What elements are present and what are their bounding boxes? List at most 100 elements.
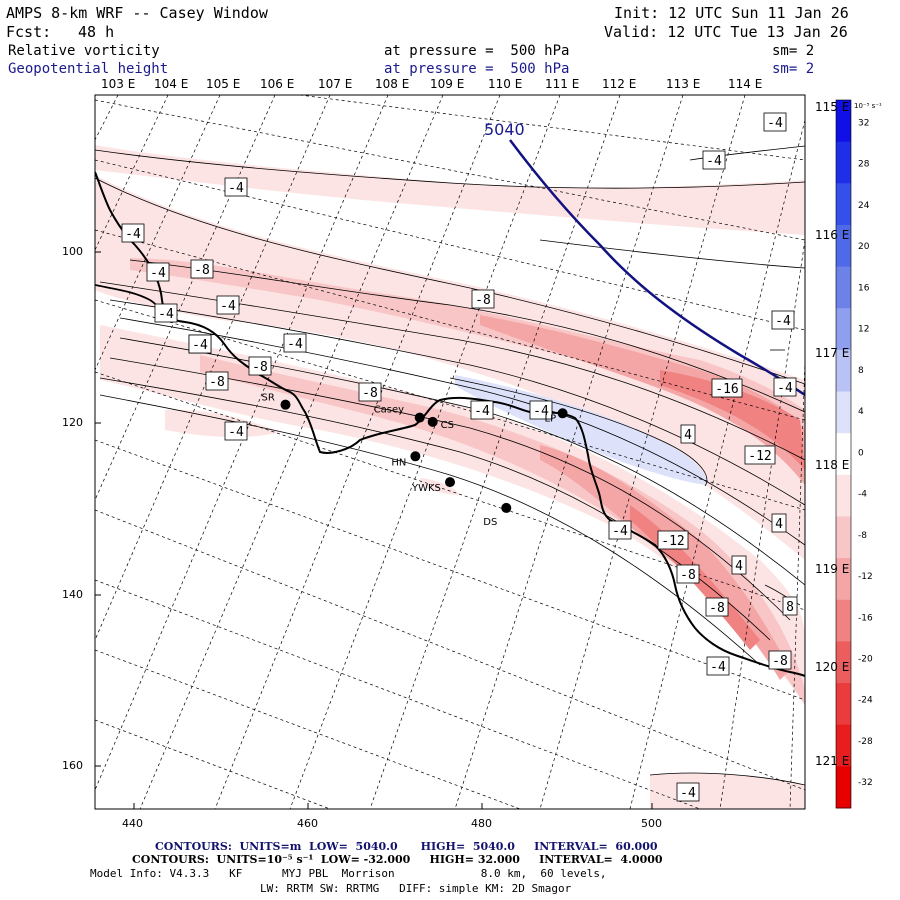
vorticity-band [95, 175, 805, 560]
colorbar-label: -4 [858, 490, 867, 500]
colorbar-label: 12 [858, 325, 869, 335]
colorbar-label: -8 [858, 531, 867, 541]
colorbar-label: 4 [858, 407, 864, 417]
colorbar-swatch [836, 349, 851, 393]
coastline [95, 171, 805, 677]
contour-label: -4 [474, 404, 490, 419]
contour-label-box [711, 378, 743, 398]
vorticity-band [100, 325, 805, 705]
field-2-smooth: sm= 2 [772, 61, 815, 77]
contour-label: -4 [158, 307, 174, 322]
lon-label: 118 E [815, 458, 850, 472]
contour-label-box [782, 596, 798, 616]
contour-label-box [470, 400, 494, 420]
contour-label-box [188, 334, 212, 354]
contour-label-box [771, 513, 787, 533]
valid-time: Valid: 12 UTC Tue 13 Jan 26 [604, 23, 848, 41]
colorbar-swatch [836, 433, 851, 476]
station-marker [427, 416, 438, 427]
station-marker [557, 408, 568, 419]
colorbar-label: -16 [858, 613, 873, 623]
vorticity-core [660, 370, 805, 470]
station-marker [414, 412, 425, 423]
station-label: Casey [374, 405, 404, 416]
colorbar-swatch [836, 724, 851, 767]
contour-label: -12 [748, 449, 771, 464]
colorbar-label: 0 [858, 448, 864, 458]
colorbar-swatch [836, 766, 851, 809]
contour-label: 4 [775, 517, 783, 532]
contour-label-box [471, 289, 495, 309]
lon-label: 111 E [545, 77, 580, 91]
field-1-name: Relative vorticity [8, 43, 160, 59]
contour-label: -16 [715, 382, 738, 397]
contour-label: -4 [706, 154, 722, 169]
station-label: LP [545, 413, 557, 424]
colorbar-label: 24 [858, 201, 870, 211]
stations: SR Casey CS HN YWKS DS LP [261, 393, 568, 528]
colorbar-swatch [836, 599, 851, 642]
colorbar-label: 8 [858, 366, 864, 376]
vorticity-core [540, 445, 790, 680]
contour-label-box [768, 650, 792, 670]
station-marker [280, 399, 291, 410]
colorbar-units: 10⁻⁵ s⁻¹ [854, 102, 882, 110]
contour-label: -8 [252, 360, 268, 375]
contour-label-box [680, 424, 696, 444]
positive-vorticity [455, 375, 707, 485]
contour-info-vorticity: CONTOURS: UNITS=10⁻⁵ s⁻¹ LOW= -32.000 HI… [132, 853, 663, 866]
colorbar-swatch [836, 516, 851, 559]
colorbar-swatch [836, 474, 851, 517]
colorbar-swatch [836, 100, 851, 143]
lon-label: 109 E [430, 77, 465, 91]
contour-label: -12 [661, 534, 684, 549]
colorbar-label: 20 [858, 242, 870, 252]
station-marker [501, 502, 512, 513]
field-1-smooth: sm= 2 [772, 43, 815, 59]
lon-label: 116 E [815, 228, 850, 242]
contour-label-box [705, 597, 729, 617]
contour-label-box [702, 150, 726, 170]
contour-label: -8 [362, 386, 378, 401]
contour-label-box [248, 356, 272, 376]
station-marker [445, 477, 455, 488]
contour-label: -8 [680, 568, 696, 583]
x-tick-label: 500 [641, 817, 662, 830]
forecast-hour: 48 h [78, 23, 115, 41]
colorbar-swatch [836, 266, 851, 309]
colorbar: 10⁻⁵ s⁻¹ 32 28 24 20 16 12 8 4 0 -4 -8 -12 -16 -20 -24 -… [835, 99, 882, 809]
lon-label: 114 E [728, 77, 763, 91]
contour-label: 8 [786, 600, 794, 615]
x-tick-label: 440 [122, 817, 143, 830]
contour-label: -4 [228, 181, 244, 196]
contour-label-box [676, 564, 700, 584]
field-2-name: Geopotential height [8, 61, 169, 77]
contour-label: -4 [612, 524, 628, 539]
contour-label-box [731, 555, 747, 575]
station-label: CS [441, 420, 454, 431]
contour-label: -4 [192, 338, 208, 353]
lon-label: 103 E [101, 77, 136, 91]
contour-label: -4 [220, 299, 236, 314]
geopotential-contour [509, 139, 805, 397]
contour-label-box [773, 377, 797, 397]
colorbar-swatch [836, 224, 851, 268]
contour-label: -4 [125, 227, 141, 242]
colorbar-label: 28 [858, 160, 870, 170]
contour-label: 4 [735, 559, 743, 574]
contour-label: -4 [680, 786, 696, 801]
lon-label: 106 E [260, 77, 295, 91]
contour-info-height: CONTOURS: UNITS=m LOW= 5040.0 HIGH= 5040… [155, 840, 658, 853]
lon-label: 117 E [815, 346, 850, 360]
colorbar-swatch [836, 641, 851, 684]
y-tick-label: 140 [62, 588, 83, 601]
colorbar-swatch [836, 683, 851, 726]
contour-label-box [763, 112, 787, 132]
contour-label-box [224, 177, 248, 197]
lon-label: 108 E [375, 77, 410, 91]
y-tick-label: 160 [62, 759, 83, 772]
contour-label-box [205, 371, 229, 391]
contour-label-box [358, 382, 382, 402]
contour-label-box [216, 295, 240, 315]
